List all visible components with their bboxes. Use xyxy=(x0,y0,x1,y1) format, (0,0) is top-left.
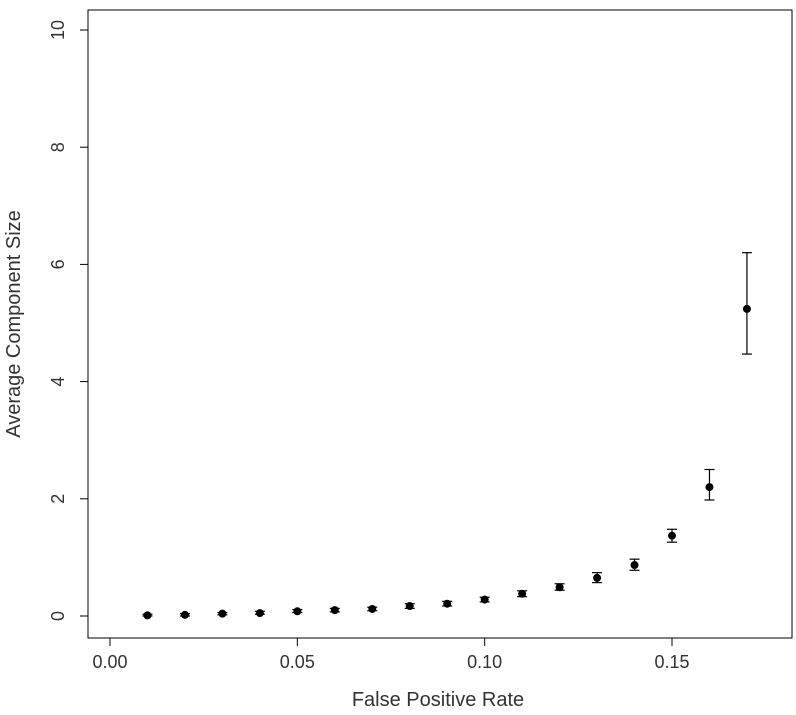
data-point xyxy=(330,606,339,615)
x-tick-label: 0.05 xyxy=(280,652,315,672)
data-point xyxy=(255,609,264,618)
data-point xyxy=(705,483,714,492)
y-tick-label: 6 xyxy=(48,259,68,269)
x-tick-label: 0.10 xyxy=(467,652,502,672)
x-axis: 0.00 0.05 0.10 0.15 xyxy=(92,637,690,672)
data-point xyxy=(218,609,227,618)
data-point xyxy=(143,611,152,620)
data-point xyxy=(480,595,489,604)
y-axis: 0 2 4 6 8 10 xyxy=(48,20,89,621)
x-axis-label: False Positive Rate xyxy=(352,689,524,711)
data-point xyxy=(742,304,751,313)
data-point xyxy=(593,573,602,582)
y-tick-label: 8 xyxy=(48,142,68,152)
data-points xyxy=(143,304,751,620)
x-tick-label: 0.00 xyxy=(92,652,127,672)
data-point xyxy=(443,599,452,608)
data-point xyxy=(668,531,676,540)
plot-frame xyxy=(87,9,793,639)
error-bars xyxy=(142,252,752,617)
y-axis-label: Average Component Size xyxy=(3,210,25,438)
x-tick-label: 0.15 xyxy=(654,652,689,672)
data-point xyxy=(368,604,377,613)
y-tick-label: 2 xyxy=(48,494,68,504)
data-point xyxy=(180,610,189,619)
data-point xyxy=(630,561,639,570)
data-point xyxy=(518,589,527,598)
data-point xyxy=(405,602,414,611)
y-tick-label: 0 xyxy=(48,611,68,621)
y-tick-label: 10 xyxy=(48,20,68,40)
data-point xyxy=(555,583,564,592)
error-bar xyxy=(741,252,752,355)
y-tick-label: 4 xyxy=(48,377,68,387)
data-point xyxy=(293,607,302,616)
